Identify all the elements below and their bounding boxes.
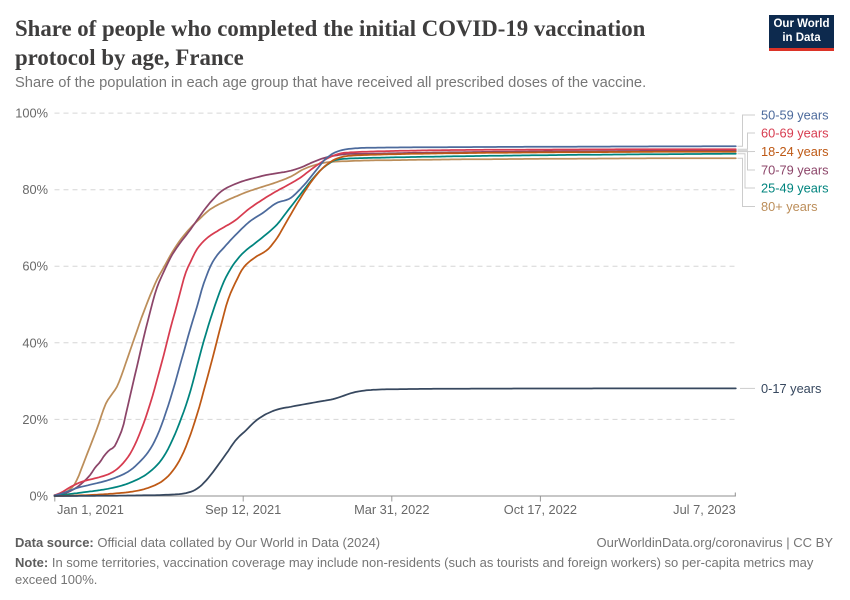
svg-text:18-24 years: 18-24 years xyxy=(761,144,829,159)
svg-text:0%: 0% xyxy=(30,489,49,504)
svg-text:80%: 80% xyxy=(22,182,48,197)
svg-text:60%: 60% xyxy=(22,259,48,274)
svg-text:100%: 100% xyxy=(15,106,48,121)
svg-text:70-79 years: 70-79 years xyxy=(761,163,829,178)
svg-text:Mar 31, 2022: Mar 31, 2022 xyxy=(354,502,429,517)
svg-text:25-49 years: 25-49 years xyxy=(761,181,829,196)
svg-text:Oct 17, 2022: Oct 17, 2022 xyxy=(504,502,577,517)
svg-text:0-17 years: 0-17 years xyxy=(761,381,821,396)
svg-text:20%: 20% xyxy=(22,412,48,427)
svg-text:40%: 40% xyxy=(22,335,48,350)
svg-text:Jul 7, 2023: Jul 7, 2023 xyxy=(673,502,736,517)
svg-text:60-69 years: 60-69 years xyxy=(761,126,829,141)
svg-text:Jan 1, 2021: Jan 1, 2021 xyxy=(57,502,124,517)
svg-text:Sep 12, 2021: Sep 12, 2021 xyxy=(205,502,281,517)
svg-text:50-59 years: 50-59 years xyxy=(761,108,829,123)
svg-text:80+ years: 80+ years xyxy=(761,199,818,214)
